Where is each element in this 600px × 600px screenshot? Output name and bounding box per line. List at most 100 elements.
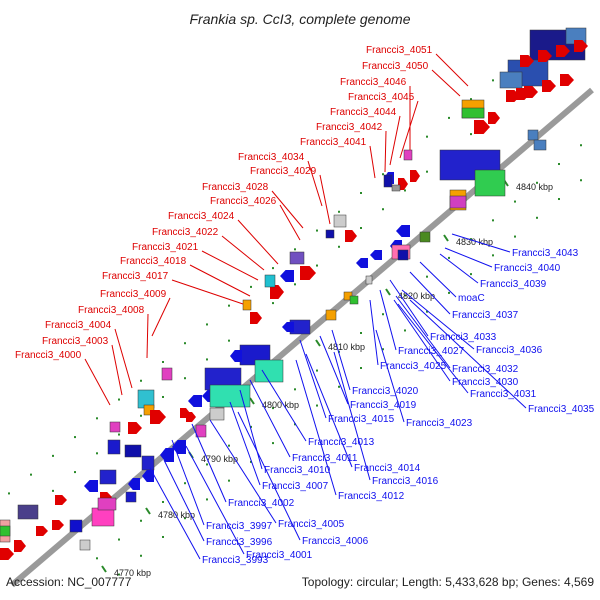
gene-label-lower[interactable]: Francci3_4005 xyxy=(278,519,345,530)
label-leader xyxy=(384,130,387,173)
gene-label-upper[interactable]: Francci3_4034 xyxy=(238,152,305,163)
gene-feature xyxy=(141,455,155,471)
gene-label-upper[interactable]: Francci3_4026 xyxy=(210,196,277,207)
guide-dot xyxy=(316,264,318,267)
gene-label-upper[interactable]: Francci3_4017 xyxy=(102,271,169,282)
guide-dot xyxy=(338,245,340,248)
gene-label-lower[interactable]: Francci3_4030 xyxy=(452,377,519,388)
gene-label-lower[interactable]: Francci3_4006 xyxy=(302,536,369,547)
guide-dot xyxy=(30,473,32,476)
gene-label-lower[interactable]: Francci3_4020 xyxy=(352,386,419,397)
gene-arrow xyxy=(560,74,574,86)
guide-dot xyxy=(228,339,230,342)
gene-label-lower[interactable]: Francci3_3996 xyxy=(206,537,273,548)
gene-feature xyxy=(97,497,117,511)
guide-dot xyxy=(470,133,472,136)
gene-label-upper[interactable]: Francci3_4044 xyxy=(330,107,397,118)
label-leader xyxy=(369,299,379,366)
guide-dot xyxy=(360,332,362,334)
map-title: Frankia sp. CcI3, complete genome xyxy=(190,11,411,27)
gene-label-lower[interactable]: Francci3_4032 xyxy=(452,364,519,375)
topology-text: Topology: circular; Length: 5,433,628 bp… xyxy=(302,575,595,589)
gene-label-upper[interactable]: Francci3_4046 xyxy=(340,77,407,88)
guide-dot xyxy=(360,227,362,229)
gene-label-lower[interactable]: Francci3_4001 xyxy=(246,550,313,561)
gene-label-upper[interactable]: Francci3_4051 xyxy=(366,45,433,56)
gene-label-upper[interactable]: Francci3_4029 xyxy=(250,166,317,177)
label-leader xyxy=(451,233,511,253)
guide-dot xyxy=(382,348,384,351)
gene-label-lower[interactable]: Francci3_4035 xyxy=(528,404,595,415)
gene-label-lower[interactable]: Francci3_4013 xyxy=(308,437,375,448)
gene-label-upper[interactable]: Francci3_4009 xyxy=(100,289,167,300)
gene-feature xyxy=(125,491,137,503)
gene-arrow xyxy=(150,410,166,424)
guide-dot xyxy=(184,377,186,380)
gene-label-lower[interactable]: Francci3_4040 xyxy=(494,263,561,274)
guide-dot xyxy=(250,425,252,428)
gene-label-lower[interactable]: Francci3_4019 xyxy=(350,400,417,411)
gene-label-lower[interactable]: Francci3_4031 xyxy=(470,389,537,400)
gene-arrow xyxy=(188,395,202,407)
gene-arrow xyxy=(250,312,262,324)
gene-label-upper[interactable]: Francci3_4008 xyxy=(78,305,145,316)
gene-label-lower[interactable]: Francci3_4023 xyxy=(406,418,473,429)
gene-label-lower[interactable]: Francci3_4002 xyxy=(228,498,295,509)
gene-label-upper[interactable]: Francci3_4045 xyxy=(348,92,415,103)
gene-label-upper[interactable]: Francci3_4024 xyxy=(168,211,235,222)
gene-label-lower[interactable]: Francci3_4033 xyxy=(430,332,497,343)
gene-label-lower[interactable]: Francci3_4036 xyxy=(476,345,543,356)
gene-label-upper[interactable]: Francci3_4022 xyxy=(152,227,219,238)
guide-dot xyxy=(52,454,54,457)
gene-label-lower[interactable]: Francci3_4007 xyxy=(262,481,329,492)
gene-label-lower[interactable]: Francci3_4012 xyxy=(338,491,405,502)
guide-dot xyxy=(448,291,450,294)
gene-feature xyxy=(195,424,207,438)
guide-dot xyxy=(272,302,274,305)
gene-label-lower[interactable]: Francci3_4016 xyxy=(372,476,439,487)
gene-label-lower[interactable]: Francci3_4025 xyxy=(380,361,447,372)
gene-label-upper[interactable]: Francci3_4041 xyxy=(300,137,367,148)
guide-dot xyxy=(514,200,516,203)
gene-arrow xyxy=(488,112,500,124)
guide-dot xyxy=(96,452,98,455)
kbp-tick xyxy=(101,565,107,573)
gene-label-lower[interactable]: Francci3_4011 xyxy=(292,453,358,464)
gene-feature xyxy=(91,507,115,527)
gene-label-lower[interactable]: Francci3_4043 xyxy=(512,248,579,259)
guide-dot xyxy=(96,557,98,560)
label-leader xyxy=(409,299,527,409)
gene-label-lower[interactable]: Francci3_4027 xyxy=(398,346,465,357)
gene-label-upper[interactable]: Francci3_4028 xyxy=(202,182,269,193)
label-leader xyxy=(397,303,469,394)
label-leader xyxy=(191,423,227,503)
gene-label-upper[interactable]: Francci3_4018 xyxy=(120,256,187,267)
gene-label-lower[interactable]: Francci3_3993 xyxy=(202,555,269,566)
gene-label-lower[interactable]: Francci3_4039 xyxy=(480,279,547,290)
gene-label-upper[interactable]: Francci3_4000 xyxy=(15,350,82,361)
gene-label-upper[interactable]: Francci3_4003 xyxy=(42,336,109,347)
gene-label-upper[interactable]: Francci3_4050 xyxy=(362,61,429,72)
gene-label-upper[interactable]: Francci3_4021 xyxy=(132,242,199,253)
gene-feature xyxy=(99,469,117,485)
gene-arrow xyxy=(280,270,294,282)
kbp-tick-label: 4830 kbp xyxy=(456,237,493,247)
guide-dot xyxy=(426,170,428,173)
label-leader xyxy=(111,344,123,396)
gene-label-lower[interactable]: Francci3_4037 xyxy=(452,310,519,321)
label-leader xyxy=(389,279,429,337)
gene-label-lower[interactable]: Francci3_3997 xyxy=(206,521,273,532)
gene-feature xyxy=(124,444,142,458)
label-leader xyxy=(271,190,304,229)
gene-arrow xyxy=(356,258,368,268)
gene-label-lower[interactable]: moaC xyxy=(458,293,485,304)
guide-dot xyxy=(426,135,428,138)
gene-arrow xyxy=(172,440,186,454)
gene-label-lower[interactable]: Francci3_4010 xyxy=(264,465,331,476)
gene-label-upper[interactable]: Francci3_4004 xyxy=(45,320,112,331)
guide-dot xyxy=(492,254,494,257)
gene-label-lower[interactable]: Francci3_4014 xyxy=(354,463,421,474)
gene-label-lower[interactable]: Francci3_4015 xyxy=(328,414,395,425)
gene-label-upper[interactable]: Francci3_4042 xyxy=(316,122,383,133)
gene-arrow xyxy=(398,178,408,190)
